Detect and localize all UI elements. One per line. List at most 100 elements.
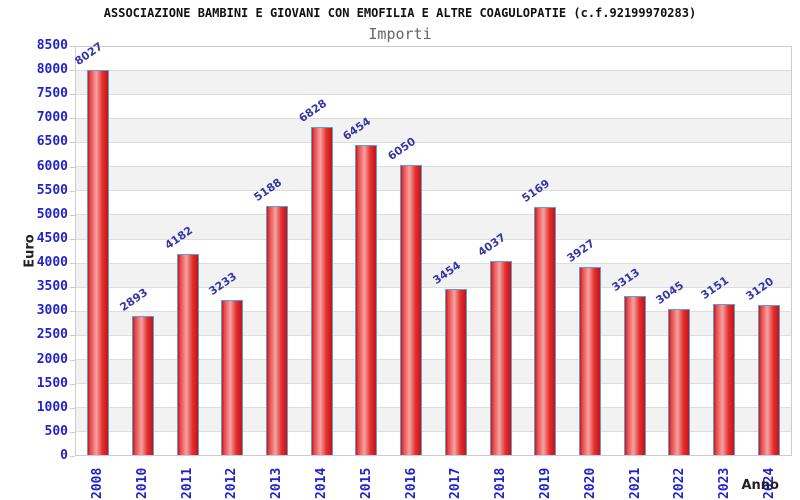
grid-band <box>76 142 791 166</box>
x-tick-label-2022: 2022 <box>672 467 688 499</box>
y-tick-label: 8500 <box>36 38 68 53</box>
y-tick-label: 1000 <box>36 399 68 415</box>
y-tick-label: 7500 <box>36 86 68 102</box>
x-label-slot: 2022 <box>658 461 703 499</box>
x-tick-label-2023: 2023 <box>717 467 733 499</box>
bar-slot-2017: 3454 <box>430 47 479 455</box>
bar-2018[interactable]: 4037 <box>475 231 512 455</box>
bar-value-label: 6454 <box>341 115 374 144</box>
y-tick-mark <box>70 407 75 409</box>
bar-2016[interactable]: 6050 <box>386 134 423 455</box>
y-tick-mark <box>70 383 75 385</box>
bar-value-label: 4037 <box>475 231 508 260</box>
bar-slot-2020: 3927 <box>564 47 613 455</box>
bar-value-label: 6050 <box>385 134 419 163</box>
bar-2008[interactable]: 8027 <box>73 40 110 455</box>
grid-band <box>76 94 791 118</box>
bar-2011[interactable]: 4182 <box>162 224 199 455</box>
y-tick-label: 7000 <box>36 110 68 126</box>
bar-value-label: 3454 <box>430 259 463 288</box>
y-tick-mark <box>70 142 75 144</box>
bar-slot-2016: 6050 <box>386 47 434 455</box>
x-tick-label-2011: 2011 <box>179 467 195 499</box>
chart-title: ASSOCIAZIONE BAMBINI E GIOVANI CON EMOFI… <box>103 6 697 20</box>
y-tick-label: 8000 <box>36 62 68 78</box>
x-label-slot: 2015 <box>344 461 389 499</box>
bar-2013[interactable]: 5188 <box>252 176 289 455</box>
grid-band <box>76 382 791 407</box>
y-tick-label: 1500 <box>36 375 68 391</box>
x-label-slot: 2020 <box>568 461 613 499</box>
x-label-slot: 2014 <box>299 461 344 499</box>
x-label-slot: 2017 <box>434 461 479 499</box>
bar-value-label: 6828 <box>296 97 329 126</box>
y-tick-label: 4000 <box>36 255 68 271</box>
y-tick-mark <box>70 214 75 216</box>
grid-band <box>76 286 791 311</box>
x-tick-label-2015: 2015 <box>358 467 374 499</box>
bar-2017[interactable]: 3454 <box>430 259 467 455</box>
x-tick-label-2008: 2008 <box>89 467 105 499</box>
y-tick-label: 2000 <box>36 351 68 367</box>
y-tick-mark <box>70 287 75 289</box>
bar-value-label: 5188 <box>251 175 285 204</box>
y-tick-mark <box>70 263 75 265</box>
bar-2014[interactable]: 6828 <box>296 97 333 455</box>
bar-value-label: 5169 <box>519 176 553 205</box>
y-tick-mark <box>70 335 75 337</box>
bar-2023[interactable]: 3151 <box>699 274 735 455</box>
y-tick-mark <box>70 70 75 72</box>
bars-layer: 8027 2893 4182 3233 5188 6828 6454 6050 3454 4037… <box>73 40 791 455</box>
bar-value-label: 2893 <box>117 285 151 315</box>
x-label-slot: 2013 <box>254 461 299 499</box>
bar-2015[interactable]: 6454 <box>341 115 378 455</box>
bar-2019[interactable]: 5169 <box>520 177 557 455</box>
x-label-slot: 2008 <box>75 461 120 499</box>
x-axis-tick-labels: 2008 2010 2011 2012 2013 2014 2015 2016 2017 2018… <box>75 461 792 499</box>
y-tick-mark <box>70 311 75 313</box>
x-tick-label-2020: 2020 <box>582 467 598 499</box>
y-tick-mark <box>70 456 75 457</box>
x-label-slot: 2016 <box>389 461 434 499</box>
y-tick-mark <box>70 166 75 168</box>
x-label-slot: 2011 <box>165 461 210 499</box>
bar-slot-2010: 2893 <box>118 47 166 455</box>
x-label-slot: 2018 <box>478 461 523 499</box>
x-tick-label-2018: 2018 <box>493 467 509 499</box>
bar-slot-2012: 3233 <box>207 47 255 455</box>
bar-value-label: 4182 <box>162 224 195 253</box>
y-tick-label: 5000 <box>36 206 68 222</box>
bar-2024[interactable]: 3120 <box>743 275 780 455</box>
grid-band <box>76 118 791 143</box>
y-tick-mark <box>70 431 75 433</box>
bar-2020[interactable]: 3927 <box>564 236 601 455</box>
bar-slot-2013: 5188 <box>252 47 300 455</box>
x-label-slot: 2023 <box>702 461 747 499</box>
bar-slot-2014: 6828 <box>296 47 344 455</box>
y-tick-label: 3000 <box>36 303 68 319</box>
bar-slot-2019: 5169 <box>520 47 568 455</box>
x-axis-title: Anno <box>741 478 779 493</box>
bar-slot-2023: 3151 <box>699 47 747 455</box>
bar-value-label: 3120 <box>743 275 776 304</box>
y-axis-title: Euro <box>22 234 38 268</box>
bar-value-label: 3313 <box>609 265 642 294</box>
y-tick-label: 4500 <box>36 230 68 246</box>
x-tick-label-2012: 2012 <box>224 467 240 499</box>
bar-slot-2022: 3045 <box>654 47 702 455</box>
y-tick-label: 3500 <box>36 279 68 295</box>
bar-slot-2018: 4037 <box>475 47 523 455</box>
bar-2021[interactable]: 3313 <box>609 266 646 455</box>
bar-slot-2015: 6454 <box>341 47 389 455</box>
grid-band <box>76 166 791 191</box>
x-tick-label-2017: 2017 <box>448 467 464 499</box>
y-tick-label: 5500 <box>36 182 68 198</box>
grid-band <box>76 431 791 455</box>
bar-2010[interactable]: 2893 <box>118 286 155 455</box>
x-tick-label-2010: 2010 <box>134 467 150 499</box>
x-label-slot: 2010 <box>120 461 165 499</box>
bar-2022[interactable]: 3045 <box>654 279 691 455</box>
bar-slot-2021: 3313 <box>609 47 657 455</box>
bar-2012[interactable]: 3233 <box>207 270 244 455</box>
bar-slot-2024: 3120 <box>743 47 791 455</box>
